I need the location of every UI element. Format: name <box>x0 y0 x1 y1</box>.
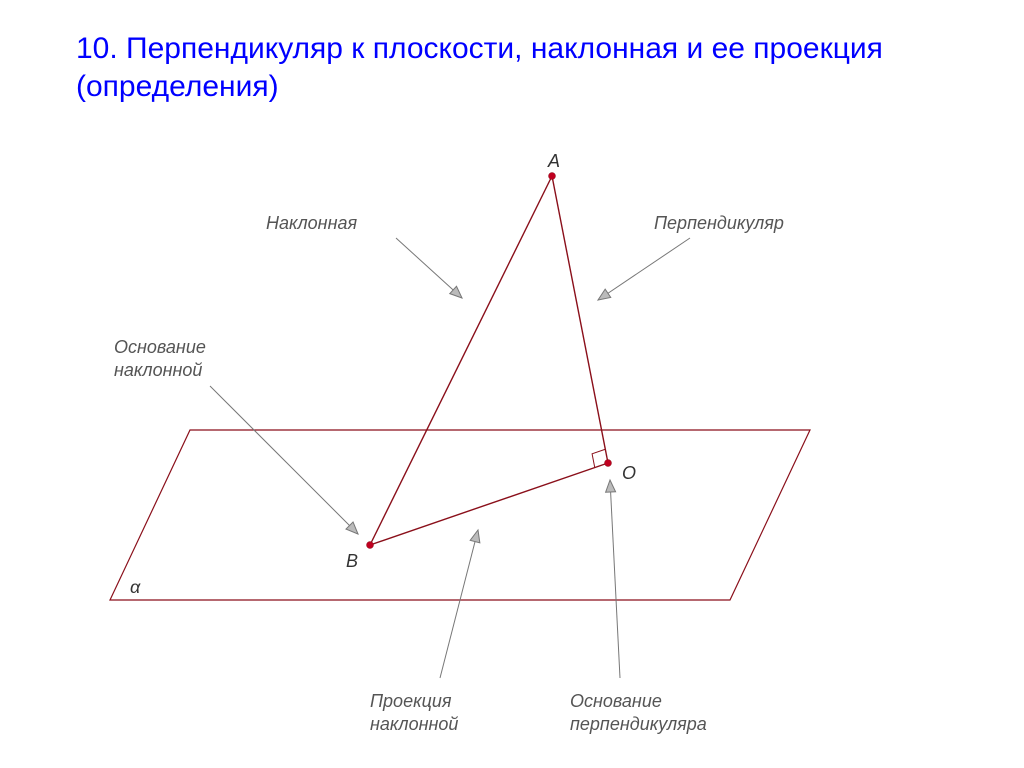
label-projection: Проекция наклонной <box>370 690 458 735</box>
label-perpendicular: Перпендикуляр <box>654 212 784 235</box>
label-base-oblique: Основание наклонной <box>114 336 206 381</box>
geometry-diagram <box>0 0 1024 768</box>
point-label-B: B <box>346 550 358 573</box>
slide: { "canvas": { "width": 1024, "height": 7… <box>0 0 1024 768</box>
point-label-O: O <box>622 462 636 485</box>
plane-label: α <box>130 576 140 599</box>
point-label-A: A <box>548 150 560 173</box>
label-base-perpendicular: Основание перпендикуляра <box>570 690 707 735</box>
label-oblique: Наклонная <box>266 212 357 235</box>
